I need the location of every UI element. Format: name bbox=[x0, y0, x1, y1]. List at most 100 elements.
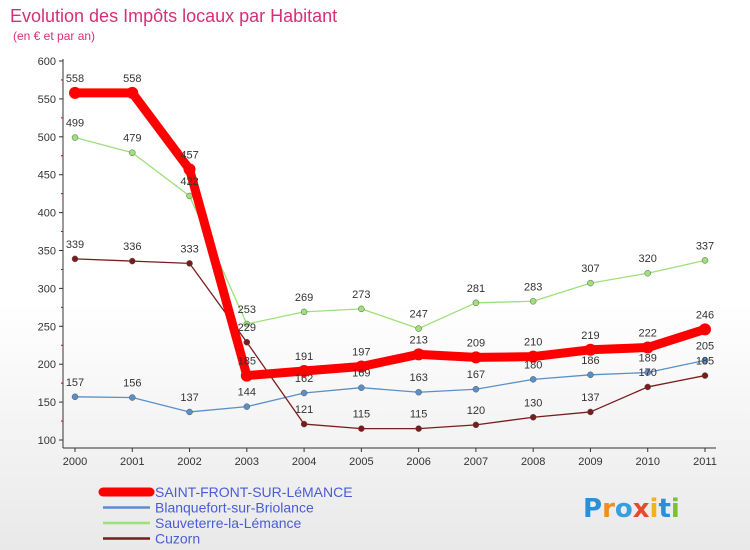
data-point-cuzorn bbox=[701, 372, 709, 379]
data-label-sauveterre-la-l-mance: 320 bbox=[639, 253, 657, 265]
data-label-saint-front-sur-l-mance: 213 bbox=[409, 334, 427, 346]
data-point-cuzorn bbox=[243, 338, 251, 346]
data-label-sauveterre-la-l-mance: 337 bbox=[696, 240, 714, 252]
x-tick-label: 2000 bbox=[63, 456, 87, 468]
data-point-cuzorn bbox=[71, 255, 79, 263]
data-point-cuzorn bbox=[472, 421, 480, 429]
data-label-blanquefort-sur-briolance: 186 bbox=[581, 355, 599, 367]
data-label-cuzorn: 115 bbox=[353, 409, 371, 421]
data-point-sauveterre-la-l-mance bbox=[644, 269, 651, 277]
data-label-cuzorn: 137 bbox=[581, 392, 599, 404]
data-point-blanquefort-sur-briolance bbox=[300, 389, 308, 397]
legend-label: SAINT-FRONT-SUR-LéMANCE bbox=[155, 484, 353, 500]
data-label-blanquefort-sur-briolance: 163 bbox=[409, 372, 427, 384]
data-point-blanquefort-sur-briolance bbox=[701, 357, 709, 364]
y-tick-label: 400 bbox=[38, 208, 56, 220]
logo-letter: t bbox=[658, 494, 670, 524]
data-label-blanquefort-sur-briolance: 167 bbox=[467, 369, 485, 381]
x-tick-label: 2005 bbox=[349, 456, 373, 468]
data-label-saint-front-sur-l-mance: 210 bbox=[524, 337, 542, 349]
data-point-cuzorn bbox=[415, 425, 422, 432]
data-point-saint-front-sur-l-mance bbox=[527, 350, 540, 363]
data-point-sauveterre-la-l-mance bbox=[300, 308, 308, 316]
x-tick-label: 2008 bbox=[521, 456, 545, 468]
data-point-blanquefort-sur-briolance bbox=[129, 394, 136, 401]
data-point-blanquefort-sur-briolance bbox=[186, 408, 193, 416]
chart-subtitle: (en € et par an) bbox=[13, 29, 95, 43]
y-tick-label: 250 bbox=[38, 321, 56, 333]
x-tick-label: 2006 bbox=[406, 456, 430, 468]
axes: 100 150 200 250 300 350 400 450 500 550 600 2000 200… bbox=[38, 56, 717, 468]
data-label-sauveterre-la-l-mance: 273 bbox=[352, 289, 370, 301]
series-line-saint-front-sur-l-mance bbox=[70, 88, 710, 381]
legend: SAINT-FRONT-SUR-LéMANCEBlanquefort-sur-B… bbox=[98, 484, 353, 547]
data-label-cuzorn: 185 bbox=[696, 356, 714, 368]
data-point-saint-front-sur-l-mance bbox=[699, 323, 711, 336]
x-tick-label: 2011 bbox=[693, 456, 717, 468]
data-point-saint-front-sur-l-mance bbox=[641, 341, 654, 354]
data-label-saint-front-sur-l-mance: 558 bbox=[66, 73, 84, 85]
x-tick-label: 2003 bbox=[235, 456, 259, 468]
data-label-blanquefort-sur-briolance: 137 bbox=[180, 392, 198, 404]
data-label-cuzorn: 339 bbox=[66, 239, 84, 251]
data-label-cuzorn: 115 bbox=[410, 409, 428, 421]
data-point-saint-front-sur-l-mance bbox=[469, 351, 482, 364]
data-point-blanquefort-sur-briolance bbox=[358, 384, 365, 391]
data-point-sauveterre-la-l-mance bbox=[243, 320, 251, 328]
data-label-saint-front-sur-l-mance: 222 bbox=[639, 328, 657, 340]
data-point-sauveterre-la-l-mance bbox=[529, 298, 537, 305]
series-layer bbox=[69, 86, 711, 432]
data-point-sauveterre-la-l-mance bbox=[186, 192, 193, 200]
data-point-saint-front-sur-l-mance bbox=[240, 369, 253, 382]
y-tick-label: 500 bbox=[38, 132, 56, 144]
chart-title: Evolution des Impôts locaux par Habitant bbox=[10, 6, 337, 26]
x-tick-label: 2002 bbox=[177, 456, 201, 468]
data-label-blanquefort-sur-briolance: 156 bbox=[123, 378, 141, 390]
logo-letter: i bbox=[650, 494, 659, 524]
data-label-blanquefort-sur-briolance: 157 bbox=[66, 377, 84, 389]
data-point-sauveterre-la-l-mance bbox=[587, 279, 594, 287]
y-tick-label: 450 bbox=[38, 170, 56, 182]
data-point-sauveterre-la-l-mance bbox=[701, 257, 709, 264]
series-line-cuzorn bbox=[74, 258, 706, 430]
data-label-saint-front-sur-l-mance: 246 bbox=[696, 309, 714, 321]
data-label-sauveterre-la-l-mance: 479 bbox=[123, 133, 141, 145]
data-point-cuzorn bbox=[529, 414, 537, 421]
logo-letter: P bbox=[583, 494, 602, 524]
proxiti-logo: Proxiti bbox=[583, 494, 680, 524]
data-label-cuzorn: 333 bbox=[180, 243, 198, 255]
data-point-blanquefort-sur-briolance bbox=[529, 376, 537, 383]
data-point-saint-front-sur-l-mance bbox=[355, 360, 368, 373]
data-point-blanquefort-sur-briolance bbox=[71, 393, 79, 401]
data-point-cuzorn bbox=[587, 408, 594, 416]
data-point-sauveterre-la-l-mance bbox=[358, 305, 365, 313]
legend-label: Blanquefort-sur-Briolance bbox=[155, 500, 314, 516]
logo-letter: r bbox=[602, 494, 615, 524]
legend-label: Sauveterre-la-Lémance bbox=[155, 515, 302, 531]
y-tick-label: 100 bbox=[38, 435, 56, 447]
data-point-saint-front-sur-l-mance bbox=[69, 86, 81, 99]
logo-letter: i bbox=[671, 494, 680, 524]
y-tick-label: 350 bbox=[38, 246, 56, 258]
data-point-cuzorn bbox=[129, 257, 136, 265]
data-label-blanquefort-sur-briolance: 205 bbox=[696, 340, 714, 352]
data-label-sauveterre-la-l-mance: 281 bbox=[467, 283, 485, 295]
y-tick-label: 550 bbox=[38, 94, 56, 106]
x-tick-label: 2004 bbox=[292, 456, 316, 468]
data-point-sauveterre-la-l-mance bbox=[129, 149, 136, 156]
data-label-sauveterre-la-l-mance: 247 bbox=[409, 309, 427, 321]
data-point-cuzorn bbox=[358, 425, 365, 432]
data-point-blanquefort-sur-briolance bbox=[243, 403, 251, 410]
y-tick-label: 200 bbox=[38, 359, 56, 371]
legend-label: Cuzorn bbox=[155, 531, 200, 547]
data-point-saint-front-sur-l-mance bbox=[412, 348, 425, 361]
data-label-cuzorn: 120 bbox=[467, 405, 485, 417]
data-label-sauveterre-la-l-mance: 499 bbox=[66, 118, 84, 130]
data-point-cuzorn bbox=[186, 260, 193, 267]
series-line-blanquefort-sur-briolance bbox=[74, 359, 706, 413]
data-point-sauveterre-la-l-mance bbox=[71, 134, 79, 141]
x-tick-label: 2010 bbox=[635, 456, 659, 468]
x-tick-label: 2009 bbox=[578, 456, 602, 468]
